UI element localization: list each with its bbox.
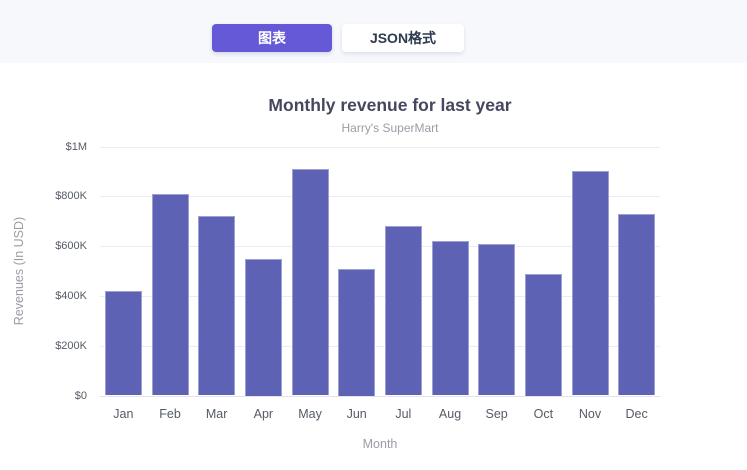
bar-may[interactable]: [291, 168, 329, 396]
x-axis-label-may: May: [298, 407, 322, 421]
chart-subtitle: Harry's SuperMart: [341, 121, 439, 135]
x-axis-label-jul: Jul: [395, 407, 412, 421]
view-toggle-bar: 图表 JSON格式: [0, 0, 747, 63]
x-axis-label-mar: Mar: [205, 407, 228, 421]
bar-sep[interactable]: [478, 243, 516, 396]
x-axis-label-feb: Feb: [159, 407, 181, 421]
bar-aug[interactable]: [431, 241, 469, 396]
y-tick-label-800k: $800K: [55, 190, 87, 203]
bar-mar[interactable]: [198, 216, 236, 396]
gridline: [100, 146, 660, 148]
y-tick-label-0: $0: [74, 389, 87, 402]
gridline: [100, 295, 660, 297]
gridline: [100, 246, 660, 248]
y-tick-label-200k: $200K: [55, 339, 87, 352]
x-axis-label-sep: Sep: [485, 407, 508, 421]
bar-jun[interactable]: [338, 268, 376, 396]
y-tick-label-1m: $1M: [65, 140, 87, 153]
y-tick-label-600k: $600K: [55, 240, 87, 253]
x-axis-label-jun: Jun: [346, 407, 367, 421]
x-axis-label-dec: Dec: [625, 407, 648, 421]
tab-chart-view[interactable]: 图表: [212, 24, 332, 52]
x-axis-label-aug: Aug: [438, 407, 462, 421]
tab-json-view[interactable]: JSON格式: [342, 24, 464, 52]
gridline: [100, 196, 660, 198]
x-axis-label-jan: Jan: [113, 407, 134, 421]
x-axis-label-apr: Apr: [253, 407, 274, 421]
x-axis-label-nov: Nov: [578, 407, 602, 421]
bar-oct[interactable]: [524, 273, 562, 396]
gridline: [100, 345, 660, 347]
chart-title: Monthly revenue for last year: [268, 95, 512, 115]
x-axis-line: [100, 395, 660, 397]
bar-apr[interactable]: [244, 258, 282, 396]
bar-nov[interactable]: [571, 171, 609, 396]
bar-jan[interactable]: [104, 290, 142, 396]
x-axis-label-oct: Oct: [533, 407, 554, 421]
bar-feb[interactable]: [151, 193, 189, 396]
x-axis-title: Month: [362, 437, 398, 451]
bar-jul[interactable]: [384, 226, 422, 396]
y-tick-label-400k: $400K: [55, 289, 87, 302]
y-axis-title: Revenues (In USD): [12, 216, 26, 326]
bar-dec[interactable]: [618, 213, 656, 396]
